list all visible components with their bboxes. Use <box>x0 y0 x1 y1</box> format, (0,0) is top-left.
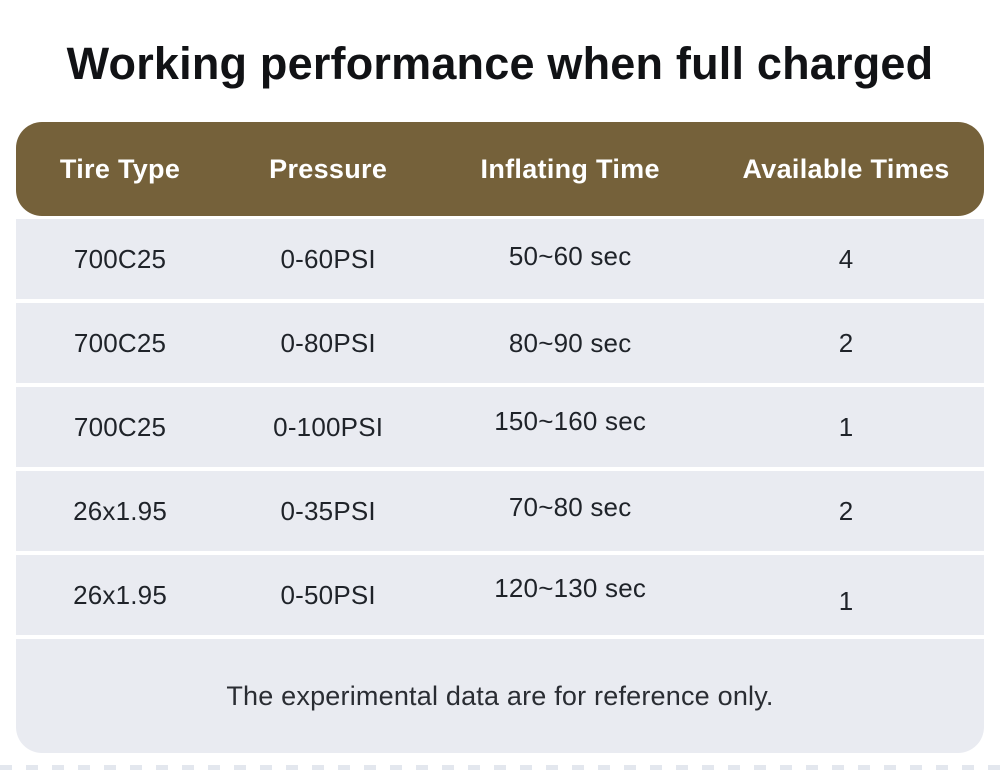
cell-available-times: 2 <box>838 327 854 358</box>
table-row: 26x1.95 0-50PSI 120~130 sec 1 <box>16 555 984 635</box>
cell-available-times: 1 <box>838 585 854 616</box>
table-row: 26x1.95 0-35PSI 70~80 sec 2 <box>16 471 984 551</box>
cell-inflating-time: 150~160 sec <box>494 405 647 436</box>
header-cell-available-times: Available Times <box>742 153 950 184</box>
cell-available-times: 2 <box>838 495 854 526</box>
cell-tire-type: 700C25 <box>73 327 167 358</box>
cell-tire-type: 700C25 <box>73 411 167 442</box>
cell-tire-type: 26x1.95 <box>73 579 168 610</box>
header-cell-pressure: Pressure <box>269 153 388 184</box>
table-footnote-row: The experimental data are for reference … <box>16 639 984 753</box>
cell-inflating-time: 50~60 sec <box>508 240 632 271</box>
cell-pressure: 0-80PSI <box>280 327 376 358</box>
table-row: 700C25 0-60PSI 50~60 sec 4 <box>16 219 984 299</box>
cell-pressure: 0-100PSI <box>273 411 384 442</box>
table-row: 700C25 0-100PSI 150~160 sec 1 <box>16 387 984 467</box>
cell-pressure: 0-50PSI <box>280 579 376 610</box>
page-title: Working performance when full charged <box>66 38 934 89</box>
performance-table: Tire Type Pressure Inflating Time Availa… <box>16 122 984 753</box>
bottom-dashed-divider <box>0 765 1000 770</box>
cell-available-times: 4 <box>838 243 854 274</box>
cell-inflating-time: 80~90 sec <box>508 327 632 358</box>
cell-inflating-time: 120~130 sec <box>494 572 647 603</box>
cell-pressure: 0-60PSI <box>280 243 376 274</box>
cell-pressure: 0-35PSI <box>280 495 376 526</box>
header-cell-tire-type: Tire Type <box>59 153 181 184</box>
table-header-row: Tire Type Pressure Inflating Time Availa… <box>16 122 984 216</box>
cell-tire-type: 700C25 <box>73 243 167 274</box>
cell-inflating-time: 70~80 sec <box>508 491 632 522</box>
table-row: 700C25 0-80PSI 80~90 sec 2 <box>16 303 984 383</box>
cell-available-times: 1 <box>838 411 854 442</box>
cell-tire-type: 26x1.95 <box>73 495 168 526</box>
footnote-text: The experimental data are for reference … <box>226 680 774 711</box>
header-cell-inflating-time: Inflating Time <box>480 153 660 184</box>
